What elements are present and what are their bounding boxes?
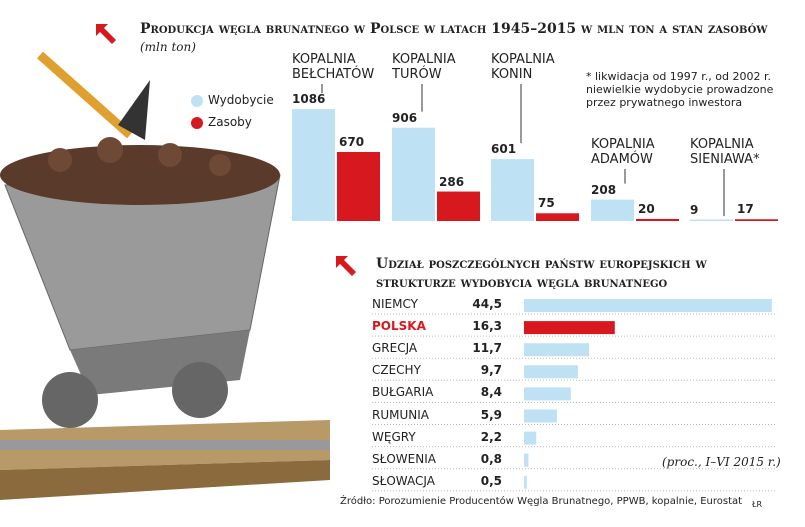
category-label: SŁOWACJA — [372, 473, 435, 488]
value-label: 286 — [439, 174, 465, 189]
category-label: KOPALNIA TURÓW — [392, 52, 456, 82]
credit: ŁR — [752, 500, 763, 509]
bar — [591, 199, 634, 221]
value-label: 601 — [491, 142, 517, 157]
bar — [536, 213, 579, 221]
bar — [392, 127, 435, 221]
value-label: 9,7 — [480, 363, 502, 378]
value-label: 11,7 — [472, 341, 502, 356]
chart-title: Udział poszczególnych państw europejskic… — [376, 256, 707, 291]
value-label: 1086 — [292, 92, 326, 107]
arrow-icon — [96, 24, 116, 44]
category-label: SŁOWENIA — [372, 451, 436, 466]
category-label: CZECHY — [372, 363, 421, 378]
bar — [437, 191, 480, 221]
value-label: 0,5 — [480, 473, 502, 488]
bar — [524, 365, 579, 379]
bar — [524, 453, 529, 467]
value-label: 17 — [737, 202, 754, 217]
bar — [524, 299, 772, 312]
source: Źródło: Porozumienie Producentów Węgla B… — [340, 496, 743, 507]
bar — [337, 151, 380, 221]
value-label: 5,9 — [480, 407, 502, 422]
bar — [524, 431, 537, 445]
bar — [524, 343, 590, 357]
bar — [735, 219, 778, 221]
chart-note: (proc., I–VI 2015 r.) — [662, 455, 781, 469]
category-label: POLSKA — [372, 319, 426, 334]
category-label: NIEMCY — [372, 297, 418, 311]
legend-marker — [191, 95, 203, 107]
value-label: 44,5 — [472, 297, 502, 311]
category-label: GRECJA — [372, 341, 418, 356]
legend-marker — [191, 117, 203, 129]
arrow-icon — [336, 256, 356, 276]
chart-title: Produkcja węgla brunatnego w Polsce w la… — [140, 21, 768, 37]
chart-subtitle: (mln ton) — [140, 40, 196, 54]
category-label: KOPALNIA KONIN — [491, 52, 555, 82]
category-label: KOPALNIA ADAMÓW — [591, 137, 655, 167]
bar — [524, 409, 557, 423]
value-label: 208 — [591, 182, 617, 197]
bar — [690, 219, 733, 221]
value-label: 8,4 — [480, 385, 502, 400]
value-label: 75 — [538, 196, 555, 211]
category-label: WĘGRY — [372, 429, 416, 444]
category-label: RUMUNIA — [372, 407, 429, 422]
value-label: 9 — [690, 202, 699, 217]
value-label: 906 — [392, 110, 418, 125]
value-label: 2,2 — [480, 429, 502, 444]
value-label: 0,8 — [480, 451, 502, 466]
value-label: 16,3 — [472, 319, 502, 334]
mine-cart-illustration — [0, 51, 330, 500]
legend-label: Zasoby — [208, 115, 252, 129]
legend-label: Wydobycie — [208, 93, 274, 107]
value-label: 670 — [339, 134, 365, 149]
footnote: * likwidacja od 1997 r., od 2002 r. niew… — [586, 70, 774, 109]
bar — [524, 321, 615, 335]
category-label: KOPALNIA SIENIAWA* — [690, 137, 760, 167]
bar — [524, 475, 527, 489]
bar — [636, 218, 679, 221]
bar — [524, 387, 571, 401]
bar — [491, 159, 534, 221]
value-label: 20 — [638, 201, 655, 216]
category-label: BUŁGARIA — [372, 385, 434, 400]
bar — [292, 109, 335, 221]
category-label: KOPALNIA BEŁCHATÓW — [292, 52, 375, 82]
